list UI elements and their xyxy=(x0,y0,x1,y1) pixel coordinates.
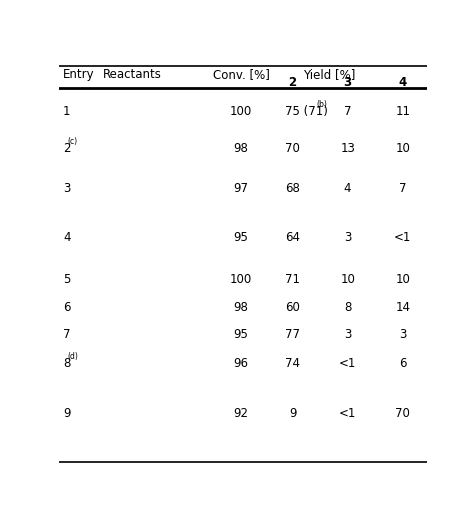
Text: 10: 10 xyxy=(395,272,410,286)
Text: 70: 70 xyxy=(285,142,300,155)
Text: 60: 60 xyxy=(285,301,300,314)
Text: 92: 92 xyxy=(234,407,248,420)
Text: 98: 98 xyxy=(234,301,248,314)
Text: 6: 6 xyxy=(63,301,71,314)
Text: 100: 100 xyxy=(230,106,252,118)
Text: 10: 10 xyxy=(340,272,355,286)
Text: <1: <1 xyxy=(394,232,411,244)
Text: 9: 9 xyxy=(289,407,296,420)
Text: 3: 3 xyxy=(63,182,70,195)
Text: 8: 8 xyxy=(344,301,351,314)
Text: 95: 95 xyxy=(234,232,248,244)
Text: 13: 13 xyxy=(340,142,355,155)
Text: 11: 11 xyxy=(395,106,410,118)
Text: (c): (c) xyxy=(68,137,78,146)
Text: 5: 5 xyxy=(63,272,70,286)
Text: 2: 2 xyxy=(289,76,297,89)
Text: 95: 95 xyxy=(234,328,248,341)
Text: 77: 77 xyxy=(285,328,300,341)
Text: 8: 8 xyxy=(63,358,70,370)
Text: 75 (71): 75 (71) xyxy=(285,106,328,118)
Text: <1: <1 xyxy=(339,358,356,370)
Text: <1: <1 xyxy=(339,407,356,420)
Text: 97: 97 xyxy=(234,182,248,195)
Text: 6: 6 xyxy=(399,358,407,370)
Text: 3: 3 xyxy=(344,76,352,89)
Text: 7: 7 xyxy=(399,182,407,195)
Text: 98: 98 xyxy=(234,142,248,155)
Text: 14: 14 xyxy=(395,301,410,314)
Text: Entry: Entry xyxy=(63,67,94,81)
Text: 4: 4 xyxy=(63,232,71,244)
Text: 7: 7 xyxy=(63,328,71,341)
Text: 96: 96 xyxy=(234,358,248,370)
Text: 9: 9 xyxy=(63,407,71,420)
Text: 3: 3 xyxy=(399,328,406,341)
Text: 74: 74 xyxy=(285,358,300,370)
Text: Yield [%]: Yield [%] xyxy=(303,67,356,81)
Text: 70: 70 xyxy=(395,407,410,420)
Text: 10: 10 xyxy=(395,142,410,155)
Text: 4: 4 xyxy=(399,76,407,89)
Text: (d): (d) xyxy=(68,352,79,361)
Text: 1: 1 xyxy=(63,106,71,118)
Text: 4: 4 xyxy=(344,182,351,195)
Text: Reactants: Reactants xyxy=(103,67,162,81)
Text: (b): (b) xyxy=(316,100,327,109)
Text: 3: 3 xyxy=(344,328,351,341)
Text: 100: 100 xyxy=(230,272,252,286)
Text: Conv. [%]: Conv. [%] xyxy=(213,67,270,81)
Text: 71: 71 xyxy=(285,272,300,286)
Text: 64: 64 xyxy=(285,232,300,244)
Text: 2: 2 xyxy=(63,142,71,155)
Text: 68: 68 xyxy=(285,182,300,195)
Text: 3: 3 xyxy=(344,232,351,244)
Text: 7: 7 xyxy=(344,106,351,118)
